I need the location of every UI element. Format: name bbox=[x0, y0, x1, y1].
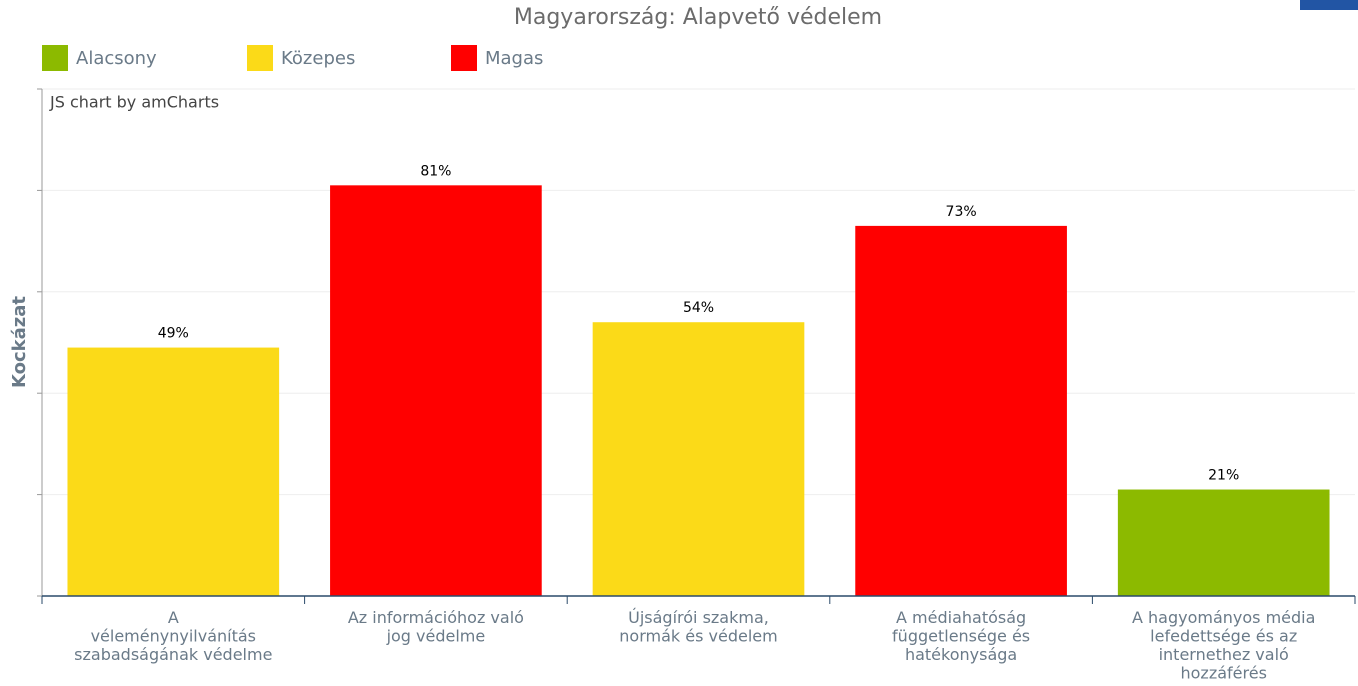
x-tick-line: jog védelme bbox=[386, 626, 486, 645]
value-label: 54% bbox=[683, 300, 714, 316]
bar bbox=[592, 322, 805, 596]
x-tick-label: Az információhoz való jog védelme bbox=[348, 608, 524, 646]
bar bbox=[1117, 489, 1330, 596]
value-label: 73% bbox=[946, 204, 977, 220]
bar bbox=[67, 347, 280, 596]
x-tick-line: véleménynyilvánítás bbox=[91, 626, 256, 645]
x-tick-line: függetlensége és bbox=[892, 626, 1030, 645]
bar bbox=[330, 185, 542, 596]
legend-swatch bbox=[42, 45, 68, 71]
x-tick-line: hatékonysága bbox=[905, 645, 1017, 664]
x-tick-line: A médiahatóság bbox=[896, 608, 1026, 627]
value-label: 81% bbox=[420, 163, 451, 179]
legend-swatch bbox=[451, 45, 477, 71]
legend-label: Közepes bbox=[281, 48, 355, 69]
x-tick-line: hozzáférés bbox=[1180, 663, 1266, 682]
x-tick-line: lefedettsége és az bbox=[1150, 626, 1297, 645]
value-label: 21% bbox=[1208, 468, 1239, 484]
x-tick-label: Újságírói szakma, normák és védelem bbox=[619, 608, 777, 646]
x-tick-line: internethez való bbox=[1159, 645, 1289, 664]
legend-swatch bbox=[247, 45, 273, 71]
legend-label: Alacsony bbox=[76, 48, 157, 69]
legend-label: Magas bbox=[485, 48, 543, 69]
y-axis-label: Kockázat bbox=[9, 296, 30, 388]
logo bbox=[1300, 0, 1358, 10]
x-tick-line: A hagyományos média bbox=[1132, 608, 1315, 627]
x-tick-line: normák és védelem bbox=[619, 626, 777, 645]
x-tick-line: A bbox=[168, 608, 179, 627]
bar bbox=[855, 225, 1067, 596]
value-label: 49% bbox=[158, 326, 189, 342]
x-tick-line: Újságírói szakma, bbox=[628, 608, 769, 627]
x-tick-line: Az információhoz való bbox=[348, 608, 524, 627]
x-tick-label: A médiahatóság függetlensége és hatékonysá… bbox=[892, 608, 1030, 664]
credit: JS chart by amCharts bbox=[49, 93, 219, 112]
x-tick-label: A hagyományos média lefedettsége és az int… bbox=[1132, 608, 1315, 683]
chart-title: Magyarország: Alapvető védelem bbox=[514, 5, 882, 30]
x-tick-line: szabadságának védelme bbox=[74, 645, 272, 664]
